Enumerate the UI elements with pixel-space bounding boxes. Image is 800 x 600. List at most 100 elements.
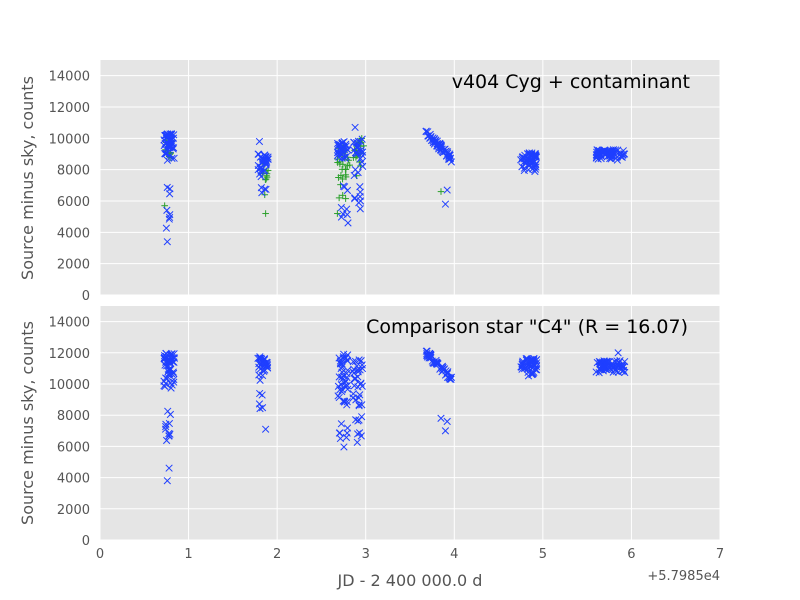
data-point <box>166 151 174 160</box>
y-tick-label: 6000 <box>57 440 90 455</box>
data-point <box>335 373 343 381</box>
data-point <box>258 358 267 366</box>
panel-title-top: v404 Cyg + contaminant <box>452 71 690 93</box>
data-point <box>166 410 175 419</box>
data-point <box>358 151 367 160</box>
data-point <box>338 373 346 381</box>
data-point <box>355 141 363 150</box>
data-point <box>343 385 352 393</box>
data-point <box>170 154 178 162</box>
data-point <box>446 150 454 158</box>
data-point <box>439 148 447 157</box>
data-point <box>357 357 365 365</box>
data-point <box>351 149 360 157</box>
x-tick-label: 4 <box>450 547 458 562</box>
data-point <box>168 154 176 163</box>
data-point <box>340 443 348 451</box>
plot-area-top <box>100 60 720 295</box>
data-point <box>342 205 351 213</box>
panel-title-bottom: Comparison star "C4" (R = 16.07) <box>366 316 688 338</box>
data-point <box>611 146 620 154</box>
data-point <box>619 151 627 159</box>
marks-top <box>160 123 629 246</box>
data-point <box>160 355 168 363</box>
data-point <box>429 134 437 142</box>
data-point <box>340 379 349 387</box>
data-point <box>163 156 172 164</box>
data-point <box>335 174 342 181</box>
data-point <box>441 200 450 208</box>
x-offset-label: +5.7985e4 <box>647 569 720 584</box>
data-point <box>439 363 447 372</box>
data-point <box>619 366 628 375</box>
y-tick-label: 2000 <box>57 503 90 518</box>
y-tick-label: 2000 <box>57 258 90 273</box>
data-point <box>532 163 540 171</box>
data-point <box>164 373 172 382</box>
data-point <box>434 141 442 149</box>
data-point <box>597 154 605 163</box>
data-point <box>165 432 173 440</box>
data-point <box>358 135 366 143</box>
y-tick-label: 4000 <box>57 472 90 487</box>
data-point <box>598 153 606 161</box>
data-point <box>441 427 450 435</box>
data-point <box>353 430 362 438</box>
y-tick-label: 8000 <box>57 409 90 424</box>
data-point <box>357 146 365 154</box>
data-point <box>338 363 346 371</box>
data-point <box>333 148 342 157</box>
data-point <box>445 154 453 163</box>
data-point <box>531 167 539 176</box>
data-point <box>342 195 349 202</box>
y-tick-label: 10000 <box>49 378 90 393</box>
data-point <box>518 360 527 368</box>
data-point <box>256 404 264 413</box>
data-point <box>261 166 269 175</box>
data-point <box>339 210 347 218</box>
data-point <box>163 477 171 485</box>
data-point <box>168 140 176 148</box>
plot-area-bottom <box>100 306 720 540</box>
data-point <box>335 429 344 437</box>
data-point <box>165 357 173 365</box>
data-point <box>605 151 614 159</box>
data-point <box>349 357 357 366</box>
data-point <box>256 164 264 173</box>
data-point <box>525 160 534 169</box>
data-point <box>432 358 441 366</box>
data-point <box>336 158 344 166</box>
data-point <box>358 413 366 421</box>
data-point <box>527 151 536 160</box>
data-point <box>353 438 361 447</box>
data-point <box>343 424 352 432</box>
data-point <box>338 387 346 396</box>
data-point <box>439 366 447 374</box>
grid-top <box>99 60 721 296</box>
data-point <box>166 185 174 193</box>
data-point <box>358 158 366 166</box>
data-point <box>264 167 272 174</box>
data-point <box>262 161 270 169</box>
data-point <box>435 143 443 151</box>
data-point <box>346 161 354 169</box>
data-point <box>521 364 529 372</box>
data-point <box>355 401 363 409</box>
data-point <box>528 357 536 365</box>
data-point <box>604 358 612 367</box>
data-point <box>262 176 269 184</box>
data-point <box>164 142 172 150</box>
data-point <box>343 356 351 364</box>
y-tick-label: 14000 <box>49 70 90 85</box>
data-point <box>333 152 342 160</box>
y-tick-label: 4000 <box>57 226 90 241</box>
data-point <box>447 373 456 381</box>
data-point <box>597 365 605 373</box>
data-point <box>165 215 173 223</box>
data-point <box>349 390 357 398</box>
data-point <box>165 464 173 472</box>
data-point <box>352 416 360 424</box>
data-point <box>424 352 432 360</box>
data-point <box>358 401 366 409</box>
data-point <box>335 354 343 362</box>
